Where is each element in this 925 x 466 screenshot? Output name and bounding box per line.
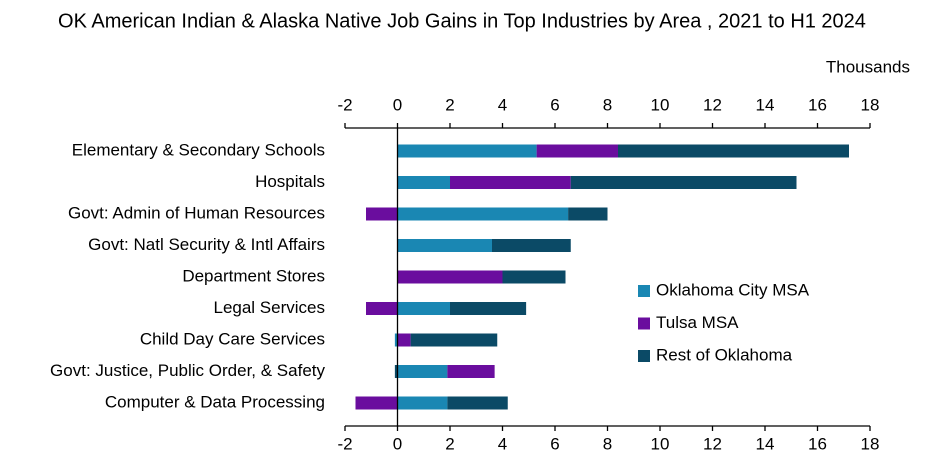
bar — [502, 270, 566, 284]
legend-swatch — [638, 285, 650, 297]
x-tick-label: 6 — [550, 95, 559, 114]
bar — [397, 333, 411, 347]
category-label: Hospitals — [255, 172, 325, 191]
category-label: Child Day Care Services — [140, 329, 325, 348]
bar — [447, 365, 495, 378]
x-tick-label: -2 — [337, 434, 352, 453]
bar — [570, 176, 797, 189]
bar — [397, 365, 448, 378]
bar — [568, 207, 608, 221]
category-label: Govt: Admin of Human Resources — [68, 203, 325, 222]
x-tick-label: 18 — [861, 434, 880, 453]
bar — [450, 176, 571, 189]
legend-label: Tulsa MSA — [656, 313, 739, 332]
legend-label: Oklahoma City MSA — [656, 280, 810, 299]
bar — [447, 396, 508, 410]
bar — [366, 302, 398, 315]
legend-swatch — [638, 317, 650, 330]
bar — [394, 365, 398, 378]
x-tick-label: 0 — [393, 434, 402, 453]
x-tick-label: 0 — [393, 95, 402, 114]
category-label: Department Stores — [182, 266, 325, 285]
bar — [536, 144, 618, 158]
legend-label: Rest of Oklahoma — [656, 345, 793, 364]
chart-title: OK American Indian & Alaska Native Job G… — [58, 10, 866, 32]
bar — [397, 396, 448, 410]
x-tick-label: 2 — [445, 434, 454, 453]
x-tick-label: -2 — [337, 95, 352, 114]
bar — [397, 207, 569, 221]
axis-title: Thousands — [826, 57, 910, 76]
category-label: Govt: Natl Security & Intl Affairs — [88, 235, 325, 254]
x-tick-label: 10 — [651, 434, 670, 453]
bar — [397, 302, 450, 315]
x-tick-label: 6 — [550, 434, 559, 453]
bar — [397, 239, 492, 252]
x-tick-label: 4 — [498, 434, 507, 453]
category-label: Legal Services — [213, 298, 325, 317]
bar — [618, 144, 849, 158]
bar — [450, 302, 527, 315]
category-label: Elementary & Secondary Schools — [72, 140, 325, 159]
x-tick-label: 16 — [808, 434, 827, 453]
x-tick-label: 4 — [498, 95, 507, 114]
x-tick-label: 12 — [703, 95, 722, 114]
bar — [394, 333, 398, 347]
x-tick-label: 10 — [651, 95, 670, 114]
x-tick-label: 2 — [445, 95, 454, 114]
x-tick-label: 14 — [756, 434, 775, 453]
bar — [410, 333, 498, 347]
bar — [366, 207, 398, 221]
x-tick-label: 12 — [703, 434, 722, 453]
bar — [397, 144, 537, 158]
category-label: Govt: Justice, Public Order, & Safety — [50, 361, 325, 380]
category-label: Computer & Data Processing — [105, 392, 325, 411]
legend-swatch — [638, 350, 650, 362]
x-tick-label: 14 — [756, 95, 775, 114]
bar — [492, 239, 571, 252]
x-tick-label: 8 — [603, 434, 612, 453]
x-tick-label: 16 — [808, 95, 827, 114]
x-tick-label: 18 — [861, 95, 880, 114]
bar — [355, 396, 398, 410]
bar — [397, 176, 450, 189]
x-tick-label: 8 — [603, 95, 612, 114]
bar — [397, 270, 503, 284]
